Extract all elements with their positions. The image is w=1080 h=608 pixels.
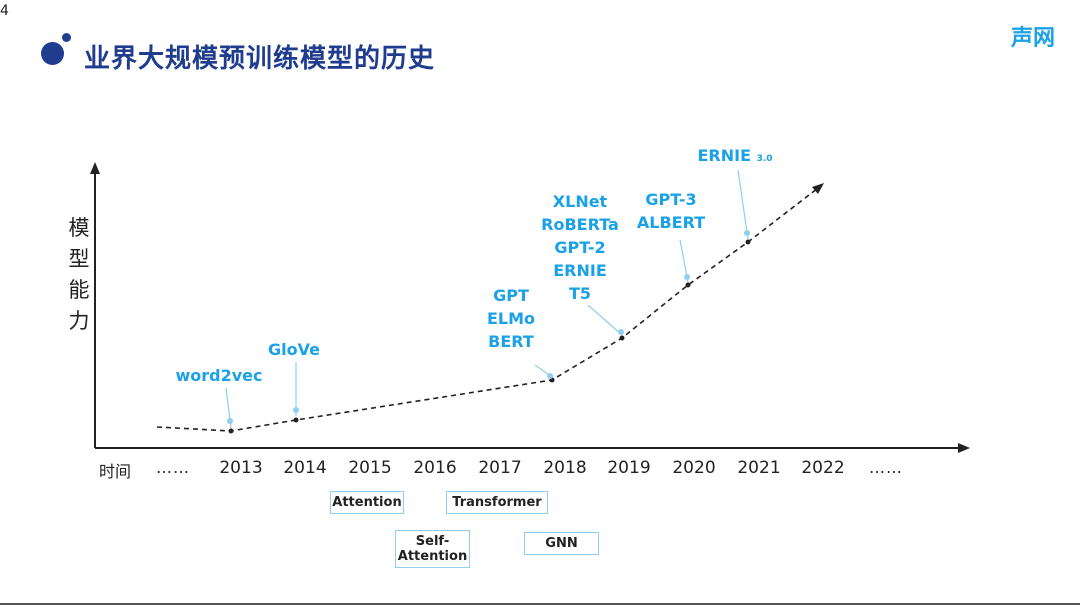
page-number: 4 [0, 3, 9, 19]
technique-label: Attention [397, 549, 468, 564]
y-axis-arrow-icon [90, 162, 100, 174]
y-axis-label-char: 能 [68, 278, 90, 302]
technique-label: Transformer [452, 495, 542, 510]
model-label-ernie: ERNIE [553, 261, 607, 280]
model-label-bert: BERT [488, 332, 534, 351]
trend-arrow-icon [812, 183, 824, 194]
trend-line [156, 184, 823, 432]
technique-label: Self- [415, 534, 450, 549]
y-axis-label-char: 型 [68, 247, 90, 271]
leader-ernie3 [737, 169, 749, 240]
model-label-elmo: ELMo [486, 309, 536, 328]
milestone-markers [227, 230, 750, 424]
brand-logo: 声网 [1011, 26, 1056, 51]
model-label-ernie3: ERNIE [697, 146, 751, 165]
technique-label: GNN [545, 536, 578, 551]
year-label: 2014 [283, 458, 327, 478]
point-2014 [293, 417, 299, 423]
marker-2020 [684, 274, 690, 280]
marker-2019 [618, 329, 624, 335]
model-label-roberta: RoBERTa [541, 215, 619, 234]
x-axis-label: 时间 [99, 462, 132, 481]
model-label-gpt: GPT [493, 286, 529, 305]
model-group-2019: XLNet RoBERTa GPT-2 ERNIE T5 [541, 190, 619, 305]
model-group-2021: ERNIE 3.0 [697, 144, 772, 171]
model-group-2020: GPT-3 ALBERT [637, 188, 705, 234]
point-2020 [685, 282, 691, 288]
year-label: 2018 [543, 458, 587, 478]
year-label: 2019 [607, 458, 651, 478]
marker-2013 [227, 418, 233, 424]
year-label: 2020 [672, 458, 716, 478]
year-label: 2017 [478, 458, 522, 478]
technique-box-self-attention: Self- Attention [395, 530, 470, 568]
x-axis-arrow-icon [958, 443, 970, 453]
technique-box-gnn: GNN [524, 532, 599, 555]
model-label-gpt3: GPT-3 [645, 190, 697, 209]
model-group-2018: GPT ELMo BERT [487, 284, 535, 353]
bottom-divider [0, 603, 1080, 605]
leading-ellipsis: …… [156, 458, 190, 477]
year-label: 2016 [413, 458, 457, 478]
technique-label: Attention [332, 495, 402, 510]
marker-2018 [547, 373, 553, 379]
y-axis-label-char: 模 [68, 216, 90, 240]
page-title: 业界大规模预训练模型的历史 [84, 44, 436, 74]
y-axis-label: 模 型 能 力 [66, 213, 92, 337]
point-2013 [228, 428, 234, 434]
year-label: 2015 [348, 458, 392, 478]
technique-box-transformer: Transformer [446, 491, 548, 514]
trailing-ellipsis: …… [869, 458, 903, 477]
point-2021 [745, 239, 751, 245]
technique-box-attention: Attention [330, 491, 404, 514]
title-bullet-icon [41, 42, 64, 65]
y-axis-label-char: 力 [68, 309, 90, 333]
title-bullet-small-icon [62, 33, 71, 42]
model-label-t5: T5 [568, 284, 592, 303]
model-label-gpt2: GPT-2 [554, 238, 606, 257]
year-label: 2021 [737, 458, 781, 478]
model-label-xlnet: XLNet [552, 192, 608, 211]
marker-2021 [744, 230, 750, 236]
model-label-word2vec: word2vec [175, 366, 263, 385]
leader-t5 [587, 304, 623, 336]
model-label-ernie3-version: 3.0 [756, 154, 773, 164]
model-label-albert: ALBERT [636, 213, 706, 232]
year-label: 2022 [801, 458, 845, 478]
axes [90, 162, 970, 453]
marker-2014 [293, 407, 299, 413]
year-label: 2013 [219, 458, 263, 478]
model-label-glove: GloVe [268, 340, 320, 359]
point-2019 [619, 335, 625, 341]
